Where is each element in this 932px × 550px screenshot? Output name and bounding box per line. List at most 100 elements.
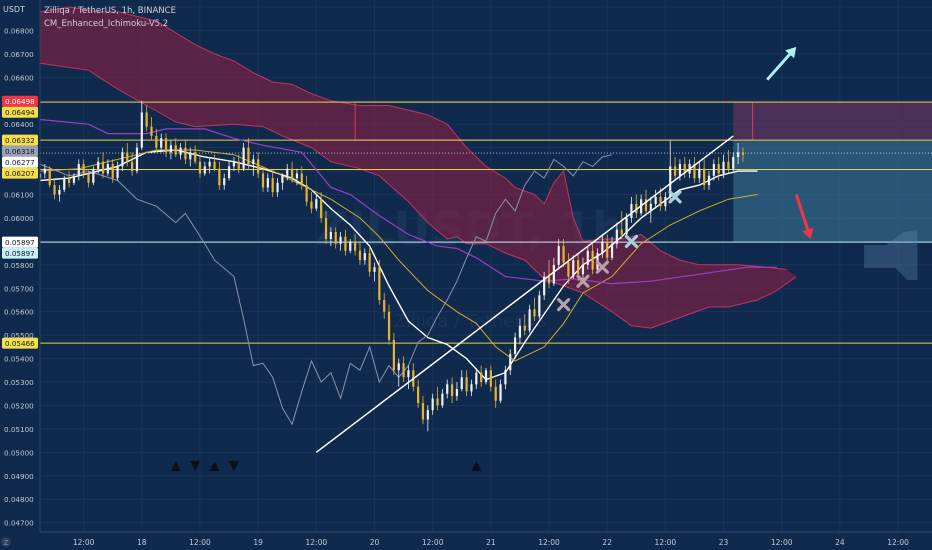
candle-body	[368, 253, 371, 272]
candle-body	[101, 161, 105, 174]
price-label-badge[interactable]: 0.06498	[2, 95, 38, 107]
price-label-text: 0.06277	[5, 158, 35, 167]
candle-body	[528, 309, 531, 331]
candle-body	[174, 145, 177, 155]
price-axis[interactable]: 0.068000.067000.066000.065000.064000.063…	[0, 0, 41, 532]
price-label-badge[interactable]: 0.05466	[2, 337, 38, 349]
time-tick-label: 12:00	[189, 538, 211, 547]
price-tick-label: 0.04900	[4, 472, 34, 481]
price-tick-label: 0.04800	[4, 495, 34, 504]
price-label-bg	[2, 247, 38, 259]
candle-body	[97, 161, 100, 169]
price-label-badge[interactable]: 0.06332	[2, 134, 38, 146]
candle-body	[402, 363, 405, 378]
price-label-badge[interactable]: 0.06494	[2, 106, 38, 118]
x-marker-stroke	[576, 274, 590, 288]
candle-body	[552, 264, 555, 284]
time-axis[interactable]: 12:00 18 12:00 19 12:00 20 12:00 21 12:00 22 12:00…	[0, 531, 932, 550]
candle-body	[683, 164, 686, 174]
arrow-shaft	[766, 51, 793, 81]
candle-body	[727, 161, 730, 169]
candle-body	[208, 161, 211, 167]
candle-body	[67, 178, 71, 183]
time-tick-label: 12:00	[422, 538, 444, 547]
price-tick-label: 0.04700	[4, 519, 34, 528]
time-tick-label: 12:00	[771, 538, 793, 547]
candle-body	[436, 398, 439, 406]
price-tick-label: 0.05300	[4, 378, 34, 387]
arrow-layer[interactable]	[766, 46, 814, 239]
trendline-layer[interactable]	[315, 135, 734, 453]
zone-target-area[interactable]	[733, 140, 932, 243]
candle-body	[276, 182, 279, 193]
candle-body	[489, 370, 492, 387]
candle-body	[538, 295, 541, 317]
candle-body	[203, 166, 206, 174]
candle-body	[494, 386, 497, 401]
candle-body	[625, 217, 628, 235]
candle-body	[164, 138, 168, 153]
price-tick-label: 0.06800	[4, 26, 34, 35]
indicator-line-base	[39, 149, 758, 362]
price-label-badge[interactable]: 0.06207	[2, 167, 38, 179]
candle-body	[111, 164, 114, 179]
candle-body	[470, 384, 473, 392]
time-tick-label: 12:00	[538, 538, 560, 547]
candle-body	[407, 370, 410, 378]
x-marker-stroke	[668, 190, 682, 204]
candle-body	[198, 161, 202, 174]
price-tick-label: 0.05000	[4, 448, 34, 457]
candle-body	[145, 112, 148, 127]
candle-body	[732, 157, 735, 169]
price-axis-bg	[0, 0, 40, 532]
target-zone[interactable]	[354, 101, 932, 243]
candle-body	[305, 185, 308, 202]
zone-stop-area[interactable]	[733, 102, 932, 141]
arrow-head	[785, 46, 797, 59]
price-label-badge[interactable]: 0.06318	[2, 145, 38, 157]
candle-body	[310, 201, 313, 209]
candle-body	[567, 262, 570, 277]
candle-body	[257, 159, 260, 174]
trendline[interactable]	[315, 135, 734, 453]
time-tick-label: 12:00	[655, 538, 677, 547]
horizontal-levels[interactable]	[40, 101, 932, 344]
candle-body	[184, 147, 187, 160]
candle-body	[387, 311, 391, 340]
price-label-badge[interactable]: 0.06277	[2, 156, 38, 168]
arrow-down[interactable]	[794, 194, 814, 239]
candle-body	[615, 229, 618, 244]
candle-body	[63, 178, 66, 190]
price-label-badge[interactable]: 0.05897	[2, 247, 38, 259]
candle-body	[741, 152, 745, 155]
timezone-badge[interactable]: Z	[1, 537, 11, 547]
candle-body	[58, 189, 61, 195]
price-label-bg	[2, 145, 38, 157]
candle-body	[630, 203, 633, 218]
candle-body	[480, 372, 483, 383]
price-tick-label: 0.06600	[4, 73, 34, 82]
triangle-marker-layer	[170, 461, 482, 471]
candle-body	[232, 161, 236, 167]
time-tick-label: 20	[370, 538, 380, 547]
price-label-text: 0.06207	[5, 169, 35, 178]
candle-body	[499, 384, 502, 401]
candle-body	[397, 363, 400, 371]
candle-body	[654, 196, 657, 204]
candle-body	[383, 299, 386, 312]
price-label-badge[interactable]: 0.05897	[2, 236, 38, 248]
candle-body	[673, 166, 677, 176]
candle-body	[392, 339, 395, 371]
candle-body	[547, 276, 551, 284]
price-tick-label: 0.05800	[4, 261, 34, 270]
candle-body	[252, 159, 255, 165]
candle-body	[77, 164, 80, 176]
candle-body	[247, 147, 250, 165]
candle-body	[271, 178, 274, 193]
x-marker	[576, 274, 590, 288]
x-marker	[556, 298, 571, 312]
candle-body	[315, 199, 318, 209]
triangle-up-marker	[209, 461, 220, 471]
arrow-up[interactable]	[766, 46, 797, 81]
